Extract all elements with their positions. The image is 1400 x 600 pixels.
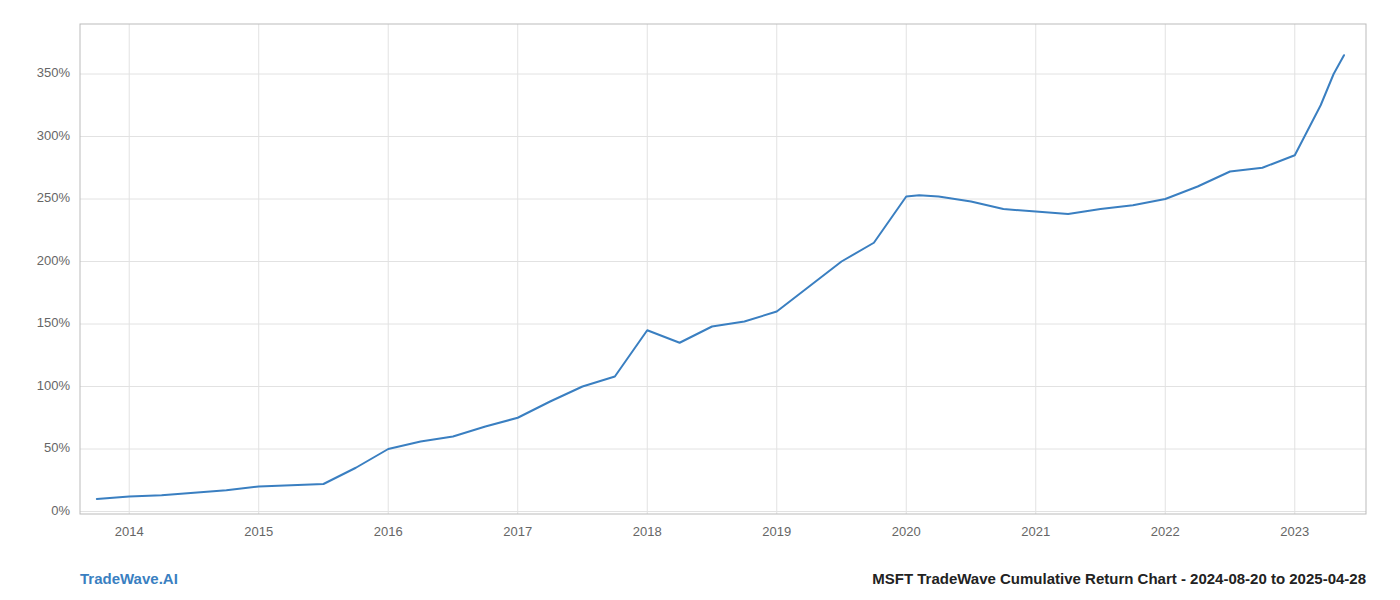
y-tick-label: 300% xyxy=(37,128,71,143)
y-tick-label: 0% xyxy=(51,503,70,518)
y-tick-label: 250% xyxy=(37,190,71,205)
x-tick-label: 2019 xyxy=(762,524,791,539)
y-tick-label: 50% xyxy=(44,440,70,455)
x-tick-label: 2018 xyxy=(633,524,662,539)
x-grid-line xyxy=(129,24,130,514)
y-grid-line xyxy=(80,136,1366,137)
title: MSFT TradeWave Cumulative Return Chart -… xyxy=(872,570,1366,587)
x-grid-line xyxy=(1035,24,1036,514)
grid xyxy=(80,24,1366,514)
x-tick-label: 2014 xyxy=(115,524,144,539)
x-grid-line xyxy=(388,24,389,514)
background xyxy=(0,0,1400,600)
x-grid-line xyxy=(258,24,259,514)
line xyxy=(97,55,1344,499)
x-tick-label: 2020 xyxy=(892,524,921,539)
plot-area xyxy=(97,55,1344,499)
x-grid-line xyxy=(1294,24,1295,514)
x-grid-line xyxy=(647,24,648,514)
x-tick-label: 2021 xyxy=(1021,524,1050,539)
axes: 0% 50% 100% 150% 200% 250% 300% 350% 2014 2015 201… xyxy=(37,24,1366,539)
y-tick-label: 100% xyxy=(37,378,71,393)
x-grid-line xyxy=(517,24,518,514)
y-grid-line xyxy=(80,261,1366,262)
x-tick-label: 2016 xyxy=(374,524,403,539)
y-tick-label: 200% xyxy=(37,253,71,268)
y-grid-line xyxy=(80,386,1366,387)
chart: 0% 50% 100% 150% 200% 250% 300% 350% 2014 2015 201… xyxy=(0,0,1400,600)
x-grid-line xyxy=(1165,24,1166,514)
y-grid-line xyxy=(80,74,1366,75)
y-tick-label: 150% xyxy=(37,315,71,330)
watermark: TradeWave.AI xyxy=(80,570,178,587)
y-tick-label: 350% xyxy=(37,65,71,80)
x-grid-line xyxy=(906,24,907,514)
x-tick-label: 2017 xyxy=(503,524,532,539)
y-grid-line xyxy=(80,449,1366,450)
x-tick-label: 2022 xyxy=(1151,524,1180,539)
y-grid-line xyxy=(80,511,1366,512)
x-tick-label: 2015 xyxy=(244,524,273,539)
x-tick-label: 2023 xyxy=(1280,524,1309,539)
x-grid-line xyxy=(776,24,777,514)
plot-frame xyxy=(80,24,1366,514)
y-grid-line xyxy=(80,199,1366,200)
